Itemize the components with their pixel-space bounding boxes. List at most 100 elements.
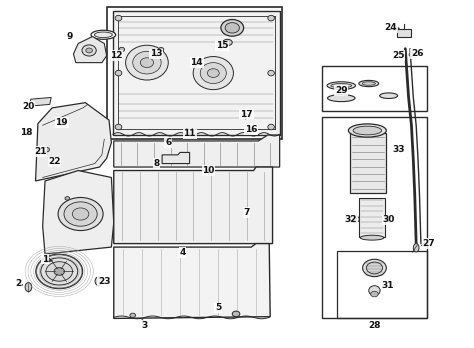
Ellipse shape: [44, 148, 50, 152]
Ellipse shape: [91, 30, 116, 39]
Polygon shape: [114, 244, 270, 318]
Ellipse shape: [82, 45, 96, 56]
Ellipse shape: [366, 262, 383, 274]
Text: 1: 1: [42, 255, 48, 264]
Ellipse shape: [64, 202, 97, 226]
Ellipse shape: [331, 84, 352, 88]
Polygon shape: [113, 11, 280, 135]
Ellipse shape: [94, 32, 112, 38]
Ellipse shape: [46, 262, 73, 281]
Text: 14: 14: [191, 58, 203, 67]
Ellipse shape: [268, 70, 274, 76]
Ellipse shape: [25, 283, 32, 292]
Ellipse shape: [207, 69, 219, 78]
Text: 33: 33: [392, 145, 404, 154]
Polygon shape: [162, 152, 190, 164]
Bar: [322, 66, 427, 111]
Ellipse shape: [268, 15, 274, 21]
Text: 17: 17: [240, 110, 253, 119]
Text: 10: 10: [202, 166, 215, 175]
Ellipse shape: [115, 70, 122, 76]
Ellipse shape: [140, 58, 154, 68]
Text: 12: 12: [110, 51, 122, 60]
Ellipse shape: [54, 268, 64, 275]
Ellipse shape: [115, 124, 122, 130]
Polygon shape: [43, 171, 114, 254]
Ellipse shape: [126, 45, 168, 80]
Ellipse shape: [363, 259, 386, 277]
Ellipse shape: [119, 47, 125, 52]
Text: 4: 4: [179, 248, 186, 257]
Ellipse shape: [225, 23, 239, 33]
Text: 25: 25: [392, 51, 404, 60]
Ellipse shape: [268, 124, 274, 130]
Bar: [359, 198, 385, 237]
Ellipse shape: [400, 51, 406, 55]
Text: 22: 22: [48, 157, 61, 166]
Text: 26: 26: [411, 49, 423, 58]
Text: 18: 18: [20, 128, 32, 137]
Ellipse shape: [362, 82, 375, 85]
Ellipse shape: [369, 286, 380, 295]
Polygon shape: [350, 133, 386, 193]
Text: 5: 5: [215, 303, 221, 313]
Polygon shape: [29, 97, 51, 106]
Ellipse shape: [41, 258, 78, 285]
Text: 2: 2: [15, 279, 21, 288]
Text: 7: 7: [243, 208, 250, 217]
Polygon shape: [73, 37, 107, 63]
Ellipse shape: [409, 53, 414, 56]
Polygon shape: [114, 135, 280, 167]
Ellipse shape: [95, 277, 102, 285]
Ellipse shape: [36, 254, 82, 288]
Text: 11: 11: [183, 129, 196, 139]
Ellipse shape: [360, 235, 384, 240]
Ellipse shape: [115, 15, 122, 21]
Text: 30: 30: [383, 215, 395, 224]
Ellipse shape: [200, 63, 227, 84]
Bar: [322, 117, 427, 318]
Text: 15: 15: [216, 41, 228, 50]
Ellipse shape: [353, 126, 382, 135]
Text: 13: 13: [150, 49, 163, 58]
Ellipse shape: [223, 39, 232, 46]
Ellipse shape: [65, 197, 70, 200]
Text: 31: 31: [382, 281, 394, 290]
Ellipse shape: [371, 291, 378, 297]
Polygon shape: [36, 103, 111, 181]
Text: 19: 19: [55, 118, 68, 127]
Ellipse shape: [413, 244, 419, 252]
Ellipse shape: [130, 313, 136, 317]
Text: 21: 21: [34, 147, 46, 156]
Ellipse shape: [328, 95, 355, 102]
Ellipse shape: [327, 82, 356, 89]
Ellipse shape: [221, 19, 244, 36]
Ellipse shape: [72, 208, 89, 220]
Ellipse shape: [352, 218, 357, 221]
Text: 3: 3: [141, 321, 148, 330]
Bar: [397, 29, 411, 37]
Polygon shape: [114, 167, 273, 244]
Ellipse shape: [350, 216, 359, 223]
Ellipse shape: [58, 198, 103, 231]
Ellipse shape: [158, 48, 164, 51]
Text: 32: 32: [345, 215, 357, 224]
Text: 27: 27: [423, 239, 435, 248]
Text: 24: 24: [385, 23, 397, 32]
Ellipse shape: [133, 52, 161, 74]
Text: 9: 9: [67, 32, 73, 41]
Bar: [337, 251, 427, 318]
Ellipse shape: [380, 93, 398, 98]
Text: 29: 29: [335, 86, 347, 95]
Bar: [107, 7, 282, 139]
Ellipse shape: [86, 48, 92, 53]
Text: 23: 23: [98, 277, 110, 286]
Text: 8: 8: [153, 159, 160, 168]
Ellipse shape: [232, 311, 240, 317]
Ellipse shape: [348, 124, 386, 137]
Ellipse shape: [359, 80, 379, 87]
Text: 6: 6: [165, 138, 172, 147]
Text: 20: 20: [22, 102, 35, 111]
Text: 16: 16: [245, 125, 257, 134]
Ellipse shape: [193, 56, 233, 90]
